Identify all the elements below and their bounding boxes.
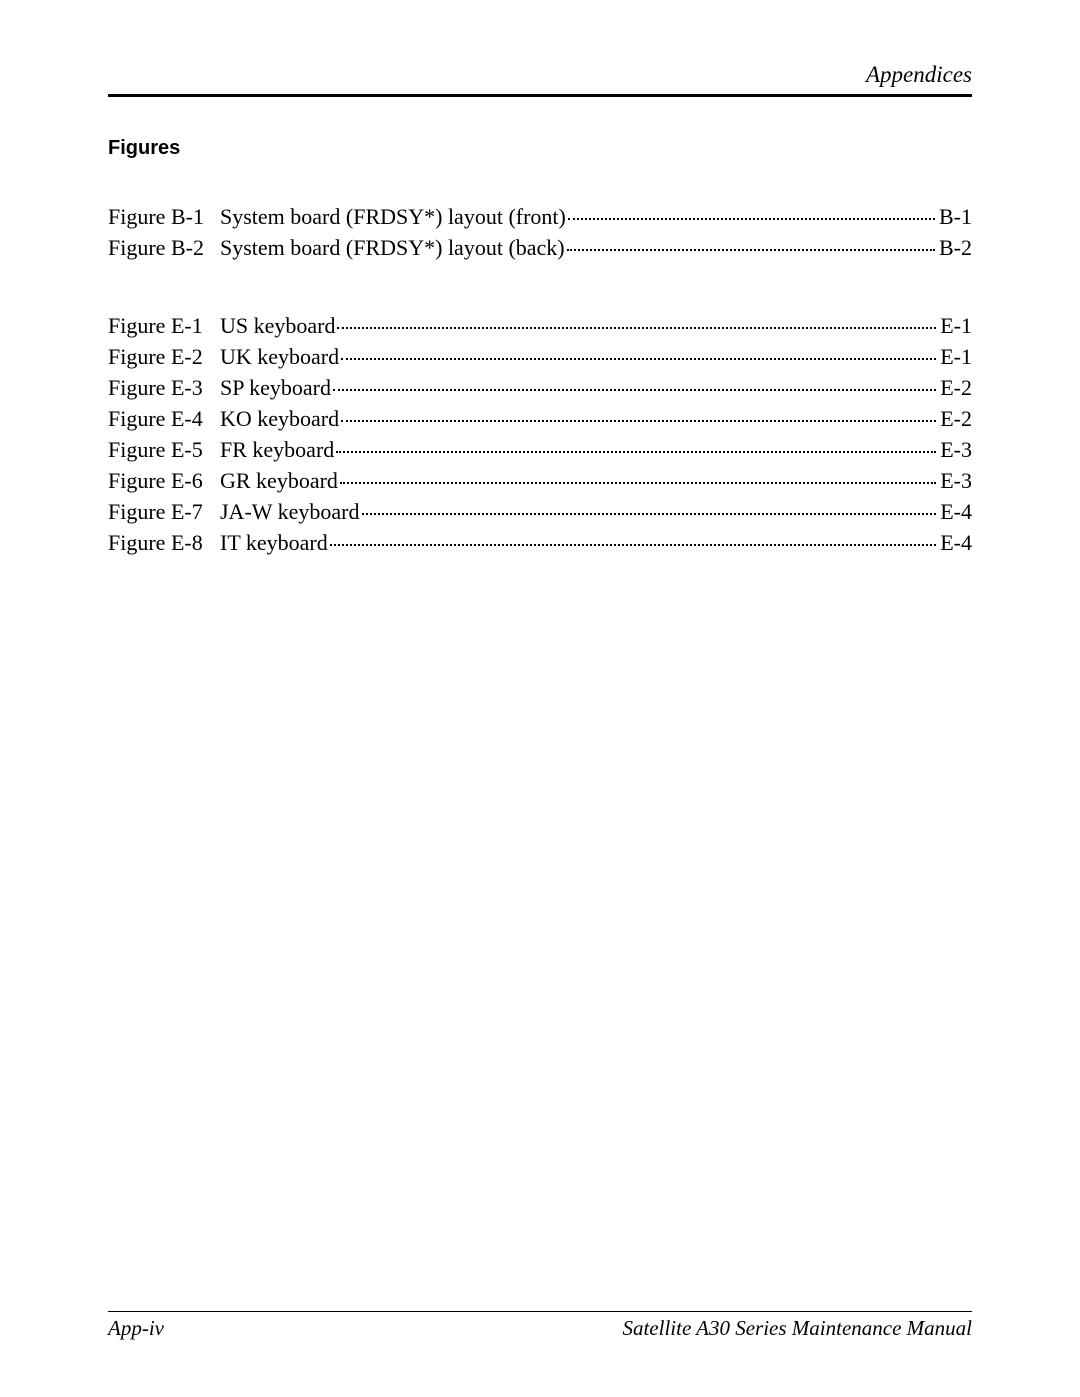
figure-page: B-1 — [937, 206, 972, 228]
footer: App-iv Satellite A30 Series Maintenance … — [108, 1311, 972, 1341]
figure-entry: Figure E-1 US keyboard E-1 — [108, 315, 972, 337]
figure-label: Figure B-2 — [108, 237, 220, 259]
figure-group: Figure B-1 System board (FRDSY*) layout … — [108, 206, 972, 259]
figure-label: Figure E-5 — [108, 439, 220, 461]
figure-title: GR keyboard — [220, 470, 338, 492]
leader-dots — [340, 482, 936, 484]
figure-label: Figure E-7 — [108, 501, 220, 523]
manual-title: Satellite A30 Series Maintenance Manual — [622, 1316, 972, 1341]
leader-dots — [341, 420, 936, 422]
figure-label: Figure E-4 — [108, 408, 220, 430]
leader-dots — [337, 327, 936, 329]
figure-label: Figure E-1 — [108, 315, 220, 337]
figure-page: E-1 — [938, 315, 972, 337]
figure-title: FR keyboard — [220, 439, 334, 461]
figure-page: E-1 — [938, 346, 972, 368]
page-number: App-iv — [108, 1316, 164, 1341]
figure-title: System board (FRDSY*) layout (front) — [220, 206, 566, 228]
figure-label: Figure E-6 — [108, 470, 220, 492]
figure-page: E-2 — [938, 377, 972, 399]
figure-entry: Figure E-8 IT keyboard E-4 — [108, 532, 972, 554]
figure-label: Figure E-8 — [108, 532, 220, 554]
figure-entry: Figure E-3 SP keyboard E-2 — [108, 377, 972, 399]
figure-title: IT keyboard — [220, 532, 328, 554]
leader-dots — [341, 358, 936, 360]
page: Appendices Figures Figure B-1 System boa… — [0, 0, 1080, 1397]
figure-label: Figure B-1 — [108, 206, 220, 228]
leader-dots — [362, 513, 937, 515]
figure-page: E-4 — [938, 532, 972, 554]
figure-label: Figure E-3 — [108, 377, 220, 399]
figure-page: E-3 — [938, 470, 972, 492]
footer-rule — [108, 1311, 972, 1312]
figure-entry: Figure E-5 FR keyboard E-3 — [108, 439, 972, 461]
figure-title: US keyboard — [220, 315, 335, 337]
section-title: Figures — [108, 137, 972, 160]
figure-title: KO keyboard — [220, 408, 339, 430]
figure-page: E-4 — [938, 501, 972, 523]
figure-entry: Figure E-7 JA-W keyboard E-4 — [108, 501, 972, 523]
leader-dots — [330, 544, 937, 546]
figure-title: JA-W keyboard — [220, 501, 360, 523]
leader-dots — [333, 389, 936, 391]
leader-dots — [568, 218, 935, 220]
figure-entry: Figure E-4 KO keyboard E-2 — [108, 408, 972, 430]
header-section: Appendices — [108, 62, 972, 94]
figure-entry: Figure B-1 System board (FRDSY*) layout … — [108, 206, 972, 228]
figure-page: E-3 — [938, 439, 972, 461]
figure-title: SP keyboard — [220, 377, 331, 399]
leader-dots — [336, 451, 936, 453]
figure-group: Figure E-1 US keyboard E-1 Figure E-2 UK… — [108, 315, 972, 554]
figure-entry: Figure E-6 GR keyboard E-3 — [108, 470, 972, 492]
footer-row: App-iv Satellite A30 Series Maintenance … — [108, 1316, 972, 1341]
figure-entry: Figure B-2 System board (FRDSY*) layout … — [108, 237, 972, 259]
header-rule — [108, 94, 972, 97]
figure-label: Figure E-2 — [108, 346, 220, 368]
figure-page: B-2 — [937, 237, 972, 259]
figure-entry: Figure E-2 UK keyboard E-1 — [108, 346, 972, 368]
figure-title: System board (FRDSY*) layout (back) — [220, 237, 565, 259]
figure-page: E-2 — [938, 408, 972, 430]
leader-dots — [567, 249, 935, 251]
figure-title: UK keyboard — [220, 346, 339, 368]
